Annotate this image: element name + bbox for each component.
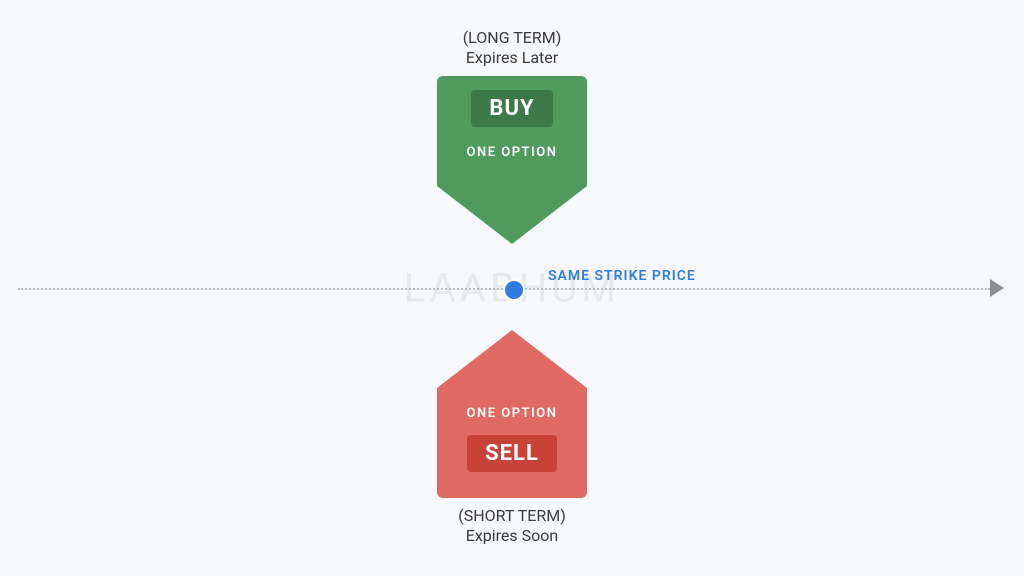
sell-pentagon: ONE OPTION SELL	[437, 330, 587, 498]
buy-pentagon: BUY ONE OPTION	[437, 76, 587, 244]
buy-term-label: (LONG TERM)	[0, 28, 1024, 48]
diagram-canvas: LAABHUM (LONG TERM) Expires Later BUY ON…	[0, 0, 1024, 576]
strike-point-dot	[503, 279, 525, 301]
axis-arrowhead-icon	[990, 279, 1004, 297]
sell-pentagon-tip	[437, 330, 587, 388]
buy-action-badge: BUY	[471, 90, 552, 127]
sell-term-label: (SHORT TERM)	[0, 506, 1024, 526]
buy-option-label: ONE OPTION	[437, 145, 587, 160]
buy-expiry-label: Expires Later	[0, 48, 1024, 68]
buy-header-block: (LONG TERM) Expires Later	[0, 28, 1024, 68]
sell-footer-block: (SHORT TERM) Expires Soon	[0, 506, 1024, 546]
sell-option-label: ONE OPTION	[437, 388, 587, 421]
sell-expiry-label: Expires Soon	[0, 526, 1024, 546]
strike-price-label: SAME STRIKE PRICE	[548, 268, 696, 284]
sell-action-badge: SELL	[467, 435, 557, 472]
buy-pentagon-tip	[437, 186, 587, 244]
